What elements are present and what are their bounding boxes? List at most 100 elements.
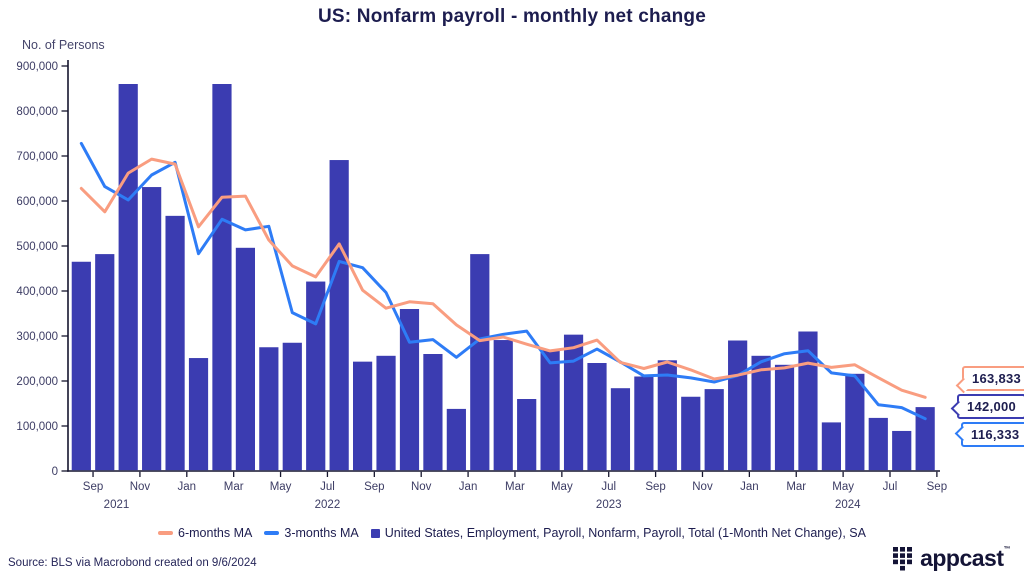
callout-value: 116,333 (971, 427, 1020, 442)
bar-May-2024 (845, 373, 865, 471)
x-tick-label: Mar (505, 481, 525, 493)
bar-Mar-2023 (517, 399, 537, 471)
x-tick-label: May (270, 481, 292, 493)
logo-dot (893, 559, 899, 565)
source-note: Source: BLS via Macrobond created on 9/6… (8, 557, 257, 569)
y-tick-label: 700,000 (16, 151, 58, 163)
x-tick-label: May (551, 481, 573, 493)
x-tick-label: Jul (883, 481, 898, 493)
y-tick-label: 100,000 (16, 421, 58, 433)
bar-Aug-2021 (71, 261, 91, 471)
bar-Jun-2024 (868, 417, 888, 471)
x-tick-label: Nov (411, 481, 432, 493)
y-tick-label: 400,000 (16, 286, 58, 298)
bar-Aug-2024 (915, 407, 935, 471)
x-tick-label: Jan (178, 481, 197, 493)
bar-Apr-2023 (540, 349, 560, 471)
year-label: 2024 (835, 499, 861, 511)
ma6-line (79, 157, 927, 399)
bar-Apr-2022 (259, 347, 279, 471)
y-tick-label: 0 (52, 466, 58, 478)
callout-3months-ma: 116,333 (954, 422, 1024, 447)
orange-line-marker-icon (158, 531, 174, 535)
bar-Jun-2023 (587, 363, 607, 471)
x-tick-label: Mar (224, 481, 244, 493)
x-tick-label: May (832, 481, 854, 493)
ma3-line (79, 141, 927, 421)
logo-dot (893, 547, 899, 552)
logo-dot (907, 559, 913, 565)
callout-6months-ma: 163,833 (955, 366, 1024, 394)
bar-Jun-2022 (306, 281, 326, 471)
bar-Jul-2022 (329, 160, 349, 471)
bar-Oct-2023 (681, 396, 701, 471)
bar-Nov-2023 (704, 389, 724, 471)
appcast-logo: appcast™ (891, 545, 1010, 572)
x-tick-label: Nov (692, 481, 713, 493)
bar-Dec-2022 (446, 408, 466, 471)
y-tick-label: 500,000 (16, 241, 58, 253)
callout-value: 142,000 (967, 399, 1017, 414)
logo-wordmark: appcast (920, 545, 1004, 571)
bar-Oct-2022 (399, 309, 420, 471)
bar-Mar-2022 (235, 247, 255, 471)
year-label: 2021 (104, 499, 130, 511)
legend: 6-months MA 3-months MA United States, E… (0, 526, 1024, 540)
bar-Feb-2023 (493, 340, 513, 471)
bar-Aug-2022 (353, 361, 373, 471)
blue-line-marker-icon (264, 531, 280, 535)
bar-Oct-2021 (118, 84, 138, 471)
bar-Aug-2023 (634, 376, 654, 471)
y-axis-label: No. of Persons (22, 38, 105, 52)
x-tick-label: Jan (459, 481, 478, 493)
bar-May-2023 (563, 334, 584, 471)
bar-Dec-2023 (728, 340, 748, 471)
bar-Apr-2024 (821, 422, 841, 471)
legend-label: United States, Employment, Payroll, Nonf… (384, 526, 866, 540)
x-tick-label: Sep (927, 481, 947, 493)
logo-dot (907, 547, 913, 552)
x-tick-label: Sep (645, 481, 665, 493)
bar-Nov-2021 (142, 187, 162, 471)
logo-dot (900, 547, 906, 552)
x-tick-label: Sep (364, 481, 384, 493)
logo-dot (900, 553, 906, 558)
x-tick-label: Jul (601, 481, 616, 493)
bar-Jul-2023 (610, 388, 631, 471)
bar-Jul-2024 (892, 430, 912, 471)
legend-item-6months-ma: 6-months MA (158, 526, 252, 540)
logo-dot (893, 553, 899, 558)
bar-Sep-2021 (95, 254, 115, 471)
year-label: 2022 (315, 499, 341, 511)
legend-item-net-change: United States, Employment, Payroll, Nonf… (370, 526, 866, 540)
bar-Mar-2024 (798, 331, 818, 471)
x-tick-label: Jul (320, 481, 335, 493)
legend-item-3months-ma: 3-months MA (264, 526, 359, 540)
bar-Jan-2022 (188, 358, 209, 471)
legend-label: 3-months MA (284, 526, 359, 540)
trademark-symbol: ™ (1003, 546, 1011, 553)
appcast-logo-grid-icon (893, 547, 913, 571)
y-tick-label: 900,000 (16, 61, 58, 73)
callout-value: 163,833 (972, 371, 1022, 386)
bar-Sep-2023 (657, 360, 677, 471)
logo-dot (900, 565, 906, 571)
bar-Nov-2022 (423, 354, 443, 471)
callout-net-change: 142,000 (950, 394, 1024, 419)
logo-dot (907, 553, 913, 558)
chart-title: US: Nonfarm payroll - monthly net change (317, 6, 707, 27)
y-tick-label: 600,000 (16, 196, 58, 208)
y-tick-label: 300,000 (16, 331, 58, 343)
bar-May-2022 (282, 342, 302, 471)
x-tick-label: Nov (130, 481, 151, 493)
appcast-logo-text: appcast™ (920, 545, 1010, 571)
y-tick-label: 200,000 (16, 376, 58, 388)
x-tick-label: Jan (740, 481, 759, 493)
bar-Dec-2021 (165, 215, 185, 471)
y-tick-label: 800,000 (16, 106, 58, 118)
bar-Sep-2022 (376, 355, 396, 471)
bar-marker-icon (370, 528, 380, 538)
bar-Jan-2023 (470, 254, 490, 471)
